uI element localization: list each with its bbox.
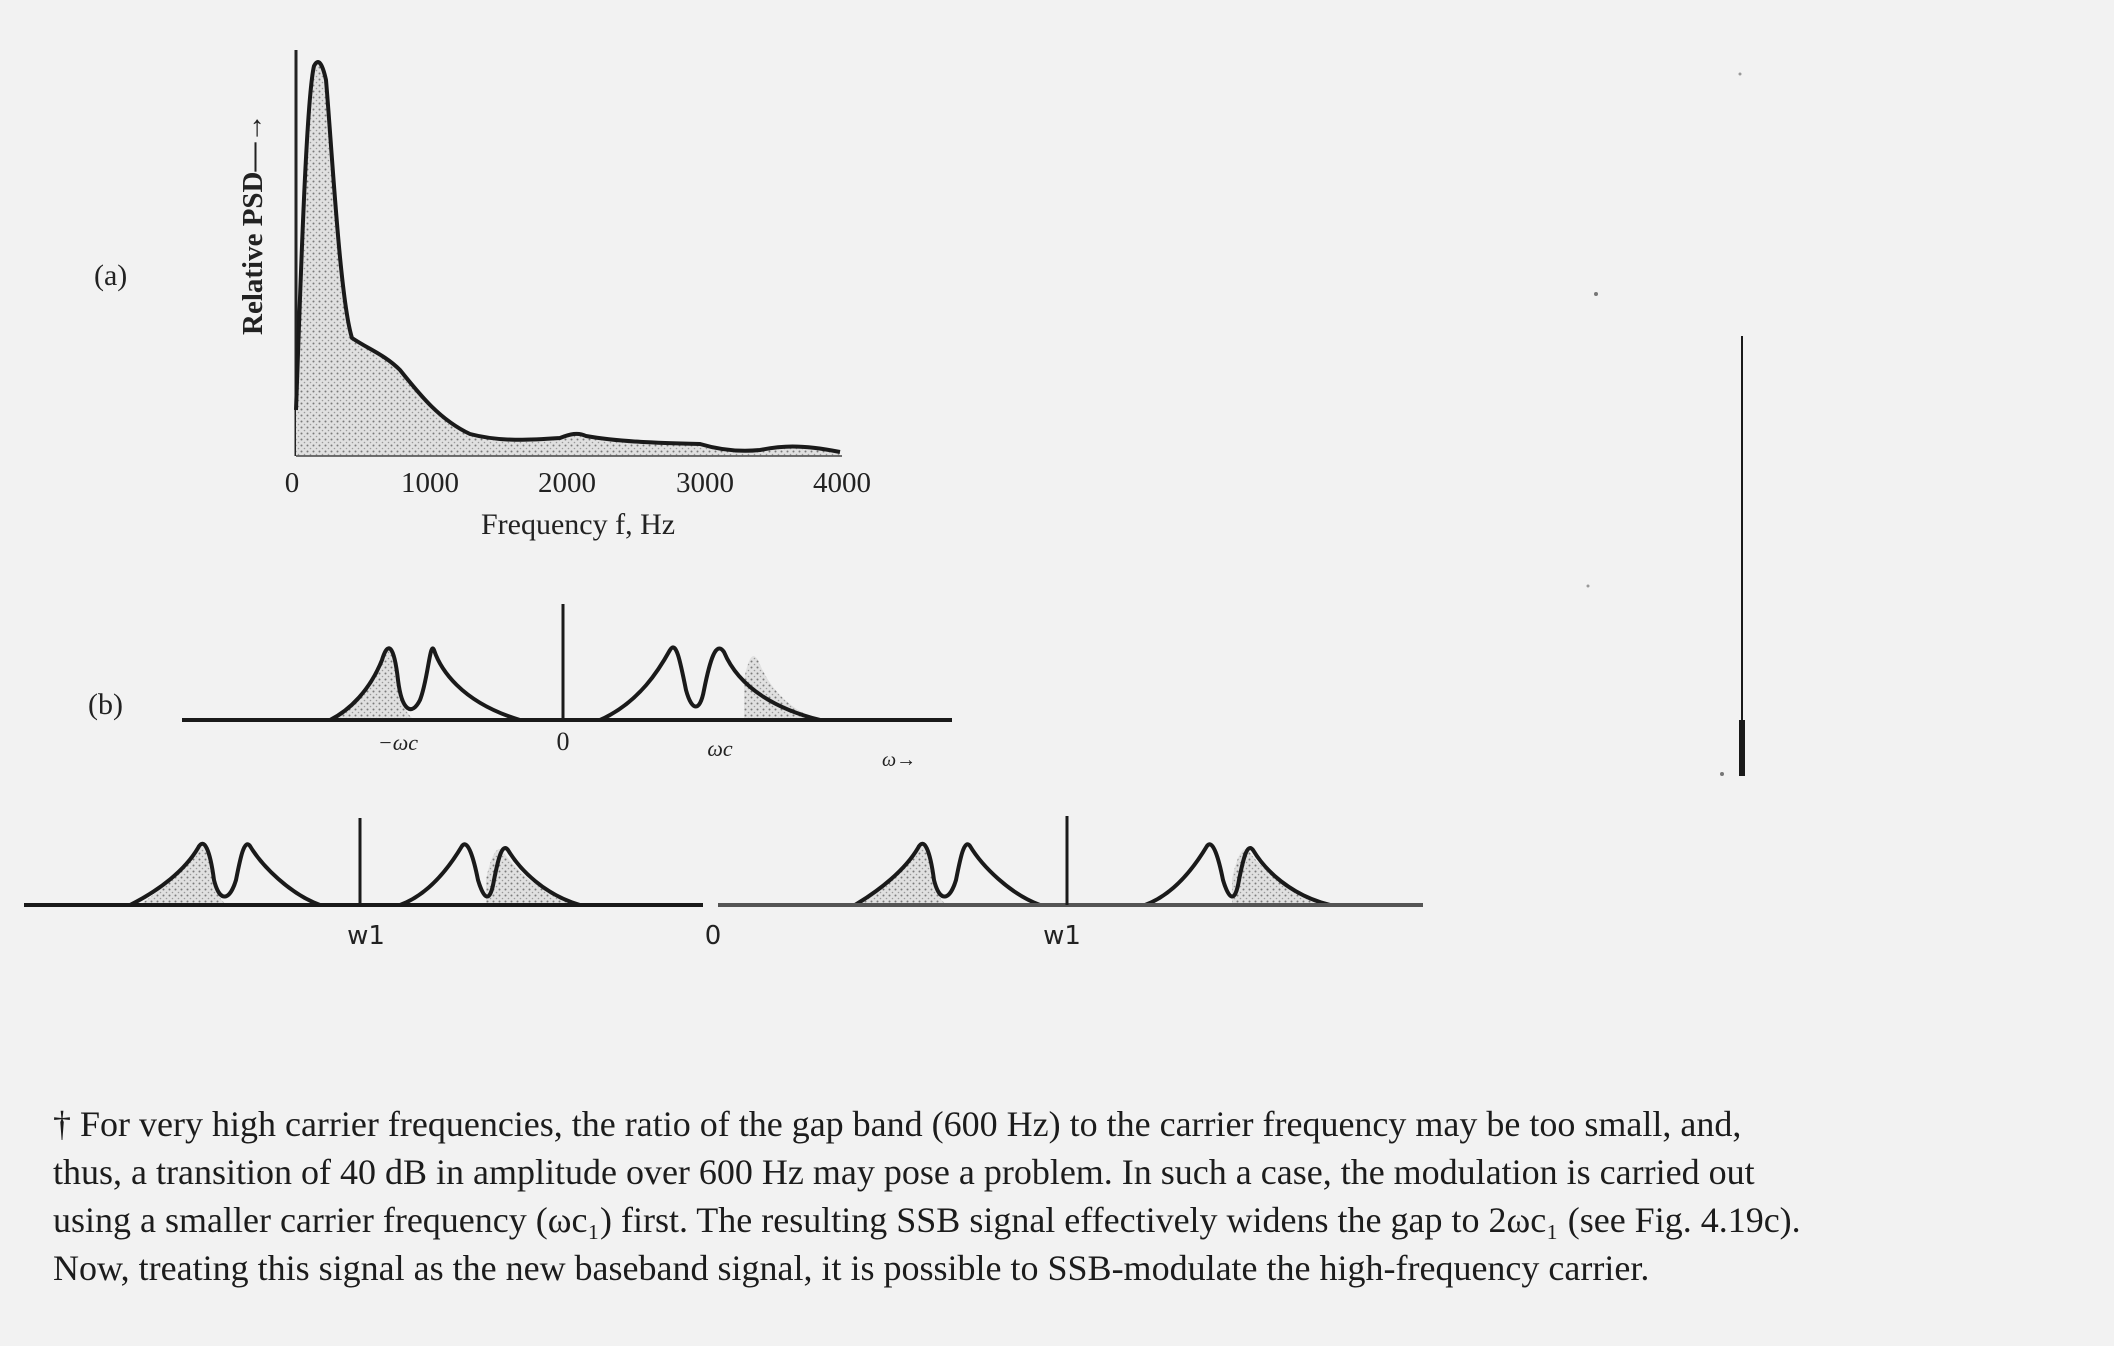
scan-artifacts: [1586, 72, 1745, 776]
panel-a-label: (a): [94, 259, 127, 292]
stray-line-base: [1739, 720, 1745, 776]
panel-b-axis-label: ω→: [882, 749, 916, 771]
panel-b-tick-zero: 0: [557, 727, 570, 756]
artifact-dot: [1738, 72, 1742, 76]
panel-c-label-w1-left: w1: [347, 921, 385, 951]
panel-b-spectrum: [329, 645, 821, 722]
footnote-line: thus, a transition of 40 dB in amplitude…: [53, 1152, 1755, 1192]
panel-a-ylabel: Relative PSD—→: [237, 114, 269, 336]
panel-c: w1 0 w1: [24, 816, 1423, 951]
panel-b-label: (b): [88, 688, 123, 721]
panel-c-left-areas: [140, 843, 580, 905]
panel-b-tick-wc: ωc: [707, 736, 733, 761]
panel-b-tick-neg-wc: −ωc: [378, 730, 418, 755]
panel-c-label-w1-right: w1: [1043, 921, 1081, 951]
panel-a-xtick-0: 0: [285, 467, 300, 499]
footnote-line: using a smaller carrier frequency (ωc₁) …: [53, 1200, 1801, 1240]
footnote-line: † For very high carrier frequencies, the…: [53, 1104, 1742, 1144]
panel-a-xtick-4000: 4000: [813, 467, 871, 499]
panel-c-right-spectrum: [853, 841, 1331, 907]
artifact-dot: [1586, 584, 1590, 588]
panel-b-left-area: [330, 649, 416, 720]
panel-b-right-area: [740, 656, 820, 720]
footnote-line: Now, treating this signal as the new bas…: [53, 1248, 1650, 1288]
panel-a-xlabel: Frequency f, Hz: [481, 508, 675, 541]
panel-c-right-areas: [860, 843, 1330, 905]
panel-a-xtick-1000: 1000: [401, 467, 459, 499]
psd-area: [296, 62, 840, 457]
psd-curve: [294, 60, 841, 454]
panel-b: (b) −ωc 0 ωc ω→: [88, 604, 952, 771]
footnote: † For very high carrier frequencies, the…: [53, 1100, 1973, 1292]
panel-a-xtick-3000: 3000: [676, 467, 734, 499]
panel-a-xtick-2000: 2000: [538, 467, 596, 499]
panel-a: (a) Relative PSD—→ 0 1000 2000 3000 4000…: [94, 50, 871, 541]
artifact-dot: [1594, 292, 1598, 296]
panel-c-label-zero: 0: [705, 921, 722, 951]
panel-c-left-spectrum: [129, 841, 581, 907]
artifact-dot: [1720, 772, 1724, 776]
